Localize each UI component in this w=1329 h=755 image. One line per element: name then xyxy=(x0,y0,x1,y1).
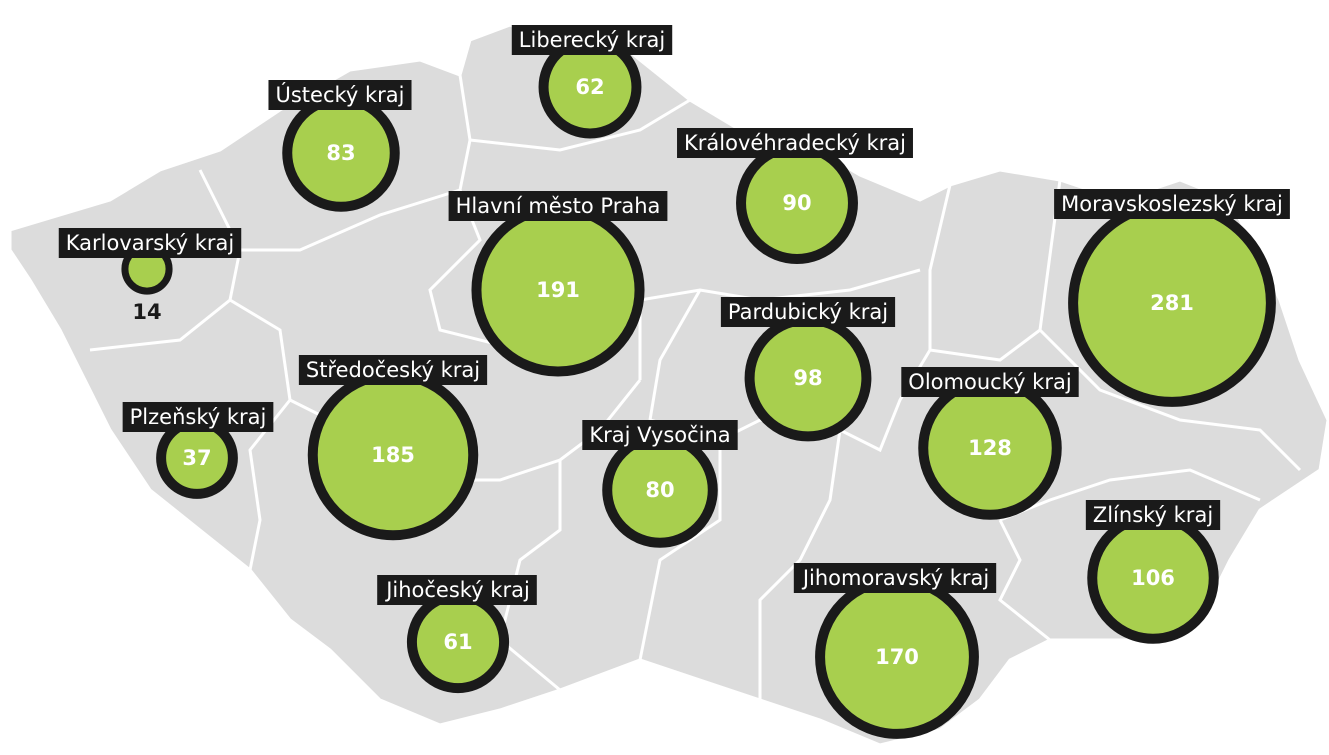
label-box xyxy=(677,128,913,158)
region-name: Moravskoslezský kraj xyxy=(1061,192,1283,216)
region-value: 83 xyxy=(326,141,355,165)
region-marker: 61 Jihočeský kraj xyxy=(377,575,537,694)
region-marker: 90 Královéhradecký kraj xyxy=(677,128,913,264)
region-name: Jihočeský kraj xyxy=(384,578,530,602)
region-value: 98 xyxy=(793,366,822,390)
region-value: 14 xyxy=(132,300,161,324)
region-value: 128 xyxy=(968,436,1012,460)
region-name: Královéhradecký kraj xyxy=(684,131,906,155)
region-marker: 62 Liberecký kraj xyxy=(511,25,673,139)
region-name: Jihomoravský kraj xyxy=(801,566,989,590)
region-name: Liberecký kraj xyxy=(519,28,665,52)
region-name: Olomoucký kraj xyxy=(908,370,1071,394)
label-box xyxy=(1085,500,1221,530)
region-marker: 106 Zlínský kraj xyxy=(1085,500,1221,644)
region-name: Plzeňský kraj xyxy=(130,405,267,429)
region-marker: 83 Ústecký kraj xyxy=(268,80,412,212)
region-value: 80 xyxy=(645,478,674,502)
label-box xyxy=(377,575,537,605)
region-marker: 14 Karlovarský kraj xyxy=(58,228,242,324)
region-marker: 37 Plzeňský kraj xyxy=(122,402,274,499)
region-name: Ústecký kraj xyxy=(275,82,404,107)
label-box xyxy=(268,80,412,110)
label-box xyxy=(1054,189,1290,219)
region-value: 61 xyxy=(443,630,472,654)
region-marker: 80 Kraj Vysočina xyxy=(582,420,738,548)
region-value: 281 xyxy=(1150,291,1194,315)
region-value: 37 xyxy=(182,446,211,470)
label-box xyxy=(298,355,488,385)
label-box xyxy=(793,563,997,593)
region-value: 170 xyxy=(875,645,919,669)
region-borders xyxy=(89,74,1302,700)
region-marker: 185 Středočeský kraj xyxy=(298,355,488,541)
region-marker: 128 Olomoucký kraj xyxy=(901,367,1079,520)
region-marker: 191 Hlavní město Praha xyxy=(448,191,668,377)
region-value: 90 xyxy=(782,191,811,215)
region-marker: 98 Pardubický kraj xyxy=(720,297,896,442)
region-name: Hlavní město Praha xyxy=(456,194,661,218)
region-value: 62 xyxy=(575,75,604,99)
region-value: 106 xyxy=(1131,566,1175,590)
label-box xyxy=(58,228,242,258)
region-name: Pardubický kraj xyxy=(728,300,888,324)
region-name: Zlínský kraj xyxy=(1093,503,1213,527)
region-value: 185 xyxy=(371,443,415,467)
region-name: Kraj Vysočina xyxy=(589,423,730,447)
region-marker: 170 Jihomoravský kraj xyxy=(793,563,997,739)
region-name: Středočeský kraj xyxy=(306,358,480,382)
region-value: 191 xyxy=(536,278,580,302)
label-box xyxy=(901,367,1079,397)
region-marker: 281 Moravskoslezský kraj xyxy=(1054,189,1290,407)
label-box xyxy=(582,420,738,450)
region-name: Karlovarský kraj xyxy=(66,231,234,255)
label-box xyxy=(448,191,668,221)
label-box xyxy=(720,297,896,327)
label-box xyxy=(511,25,673,55)
label-box xyxy=(122,402,274,432)
